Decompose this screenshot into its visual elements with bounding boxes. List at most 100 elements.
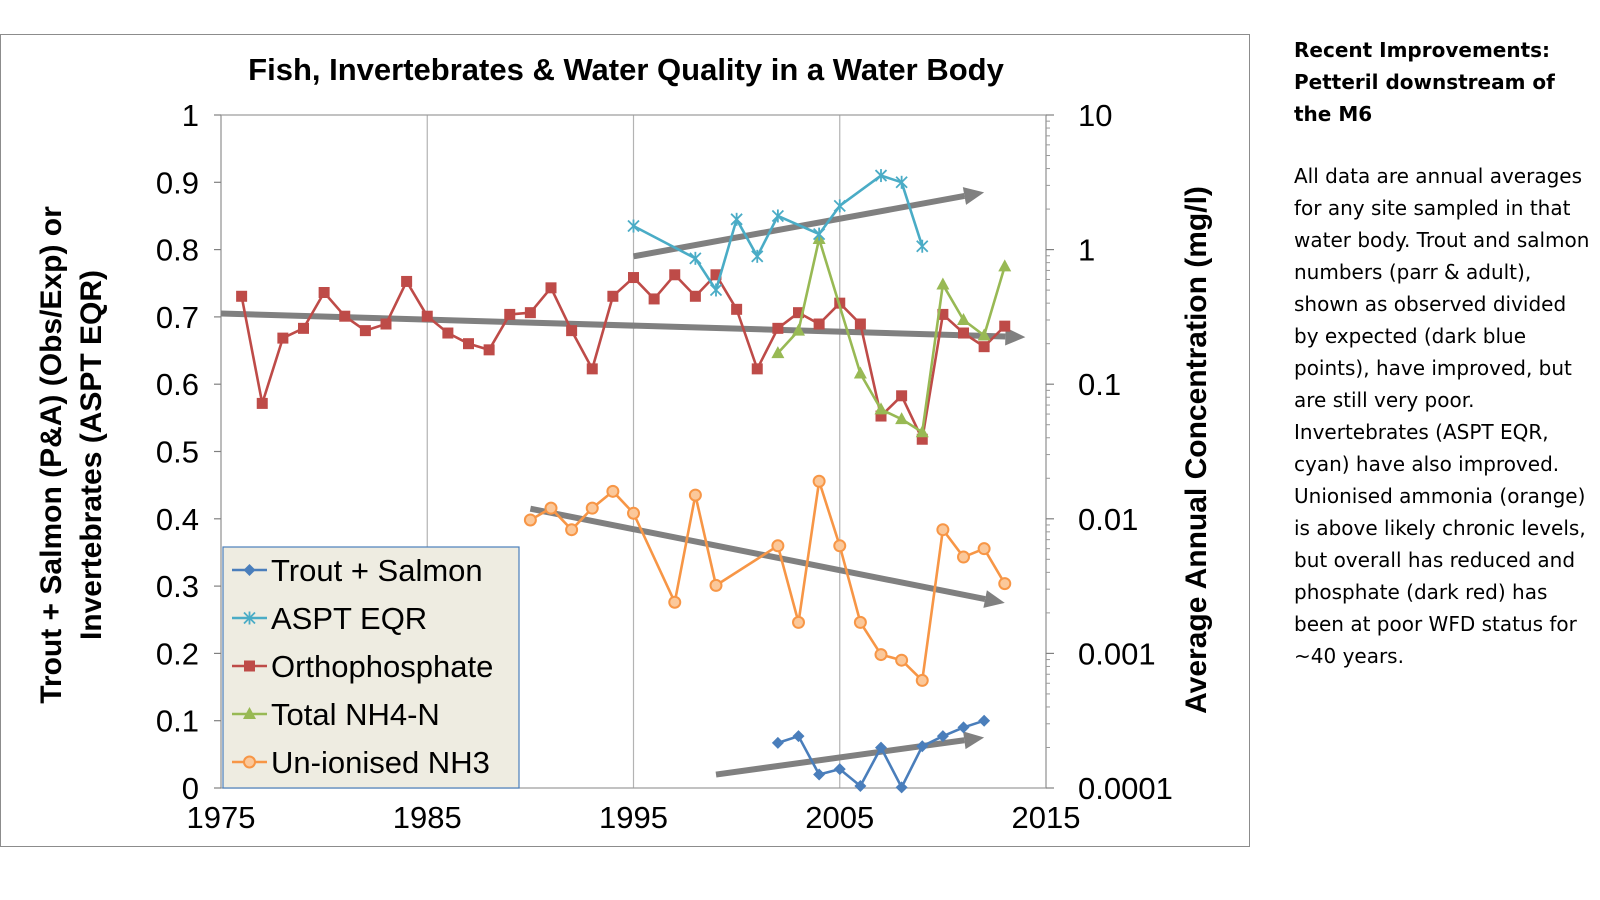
data-point xyxy=(813,318,825,330)
data-point xyxy=(771,736,784,749)
data-point xyxy=(586,363,598,375)
data-point xyxy=(628,272,639,284)
data-point xyxy=(833,539,847,553)
data-point xyxy=(812,227,826,241)
data-point xyxy=(833,763,846,776)
trend-arrow-shaft xyxy=(220,310,1006,340)
series-line xyxy=(529,479,1006,682)
data-point xyxy=(792,615,805,629)
data-point xyxy=(544,501,558,515)
side-panel-heading: Recent Improvements: Petteril downstream… xyxy=(1294,38,1555,126)
data-point xyxy=(874,648,888,662)
trend-arrow-head xyxy=(1005,327,1026,346)
data-point xyxy=(606,484,620,498)
data-point xyxy=(998,577,1012,591)
data-point xyxy=(937,308,949,320)
data-point xyxy=(277,332,289,344)
legend-label: Orthophosphate xyxy=(271,649,493,684)
data-point xyxy=(853,615,867,629)
y-left-tick-label: 0.5 xyxy=(156,435,199,470)
data-point xyxy=(298,322,309,334)
data-point xyxy=(915,673,929,687)
y-left-tick-label: 0.7 xyxy=(156,300,199,335)
series-un-ionised-nh3 xyxy=(523,474,1012,687)
legend-marker xyxy=(243,707,256,719)
data-point xyxy=(627,219,640,233)
data-point xyxy=(812,474,826,488)
chart-title: Fish, Invertebrates & Water Quality in a… xyxy=(248,52,1004,87)
data-point xyxy=(463,338,474,350)
data-point xyxy=(854,318,866,330)
data-point xyxy=(895,175,908,189)
data-point xyxy=(771,539,785,553)
legend-marker xyxy=(243,564,256,576)
data-point xyxy=(915,425,929,438)
series-total-nh4-n xyxy=(771,231,1012,438)
data-point xyxy=(957,312,970,325)
data-point xyxy=(977,328,991,341)
series-orthophosphate xyxy=(236,269,1011,445)
y-right-tick-label: 1 xyxy=(1078,233,1095,268)
data-point xyxy=(792,323,805,336)
series-layer xyxy=(236,169,1012,794)
x-tick-label: 1985 xyxy=(393,800,462,835)
data-point xyxy=(751,249,764,263)
y-right-tick-label: 0.001 xyxy=(1078,636,1156,671)
y-left-tick-label: 0 xyxy=(182,771,199,806)
data-point xyxy=(875,410,887,422)
data-point xyxy=(895,412,909,425)
data-point xyxy=(977,542,991,556)
data-point xyxy=(236,290,248,302)
data-point xyxy=(256,397,268,409)
data-point xyxy=(524,307,536,319)
data-point xyxy=(978,714,991,727)
data-point xyxy=(421,310,433,322)
series-aspt-eqr xyxy=(627,169,929,297)
chart-svg: Fish, Invertebrates & Water Quality in a… xyxy=(35,52,1213,835)
data-point xyxy=(483,344,495,356)
data-point xyxy=(566,325,578,337)
y-right-tick-label: 0.1 xyxy=(1078,367,1121,402)
x-tick-label: 1975 xyxy=(187,800,256,835)
data-point xyxy=(957,550,970,564)
data-point xyxy=(833,199,846,213)
data-point xyxy=(853,366,867,379)
data-point xyxy=(772,322,784,334)
data-point xyxy=(936,730,949,743)
data-point xyxy=(401,275,413,287)
y-right-tick-label: 0.01 xyxy=(1078,502,1138,537)
y-left-tick-label: 0.1 xyxy=(156,704,199,739)
y-left-tick-label: 0.2 xyxy=(156,636,199,671)
data-point xyxy=(936,277,950,290)
data-point xyxy=(813,768,826,781)
data-point xyxy=(585,501,599,515)
data-point xyxy=(689,290,701,302)
data-point xyxy=(978,341,990,353)
data-point xyxy=(648,293,660,305)
data-point xyxy=(339,310,351,322)
trend-arrow-head xyxy=(983,590,1005,608)
legend-marker xyxy=(243,755,256,769)
data-point xyxy=(916,433,928,445)
data-point xyxy=(709,578,723,592)
data-point xyxy=(545,282,557,294)
data-point xyxy=(751,363,763,375)
y-left-tick-label: 0.6 xyxy=(156,367,199,402)
data-point xyxy=(874,169,888,183)
y-right-tick-label: 10 xyxy=(1078,98,1112,133)
data-point xyxy=(669,269,681,281)
legend-label: Un-ionised NH3 xyxy=(271,745,490,780)
legend: Trout + Salmon ASPT EQR Orthophosphate Tota… xyxy=(222,546,520,789)
data-point xyxy=(998,259,1012,272)
data-point xyxy=(442,327,454,339)
data-point xyxy=(689,251,702,265)
data-point xyxy=(688,488,702,502)
data-point xyxy=(771,346,785,359)
data-point xyxy=(710,269,722,281)
x-tick-label: 2015 xyxy=(1012,800,1081,835)
trend-arrow-head xyxy=(963,731,985,750)
data-point xyxy=(709,283,723,297)
legend-marker xyxy=(244,660,255,672)
side-panel: Recent Improvements: Petteril downstream… xyxy=(1294,34,1594,672)
data-point xyxy=(793,307,804,319)
